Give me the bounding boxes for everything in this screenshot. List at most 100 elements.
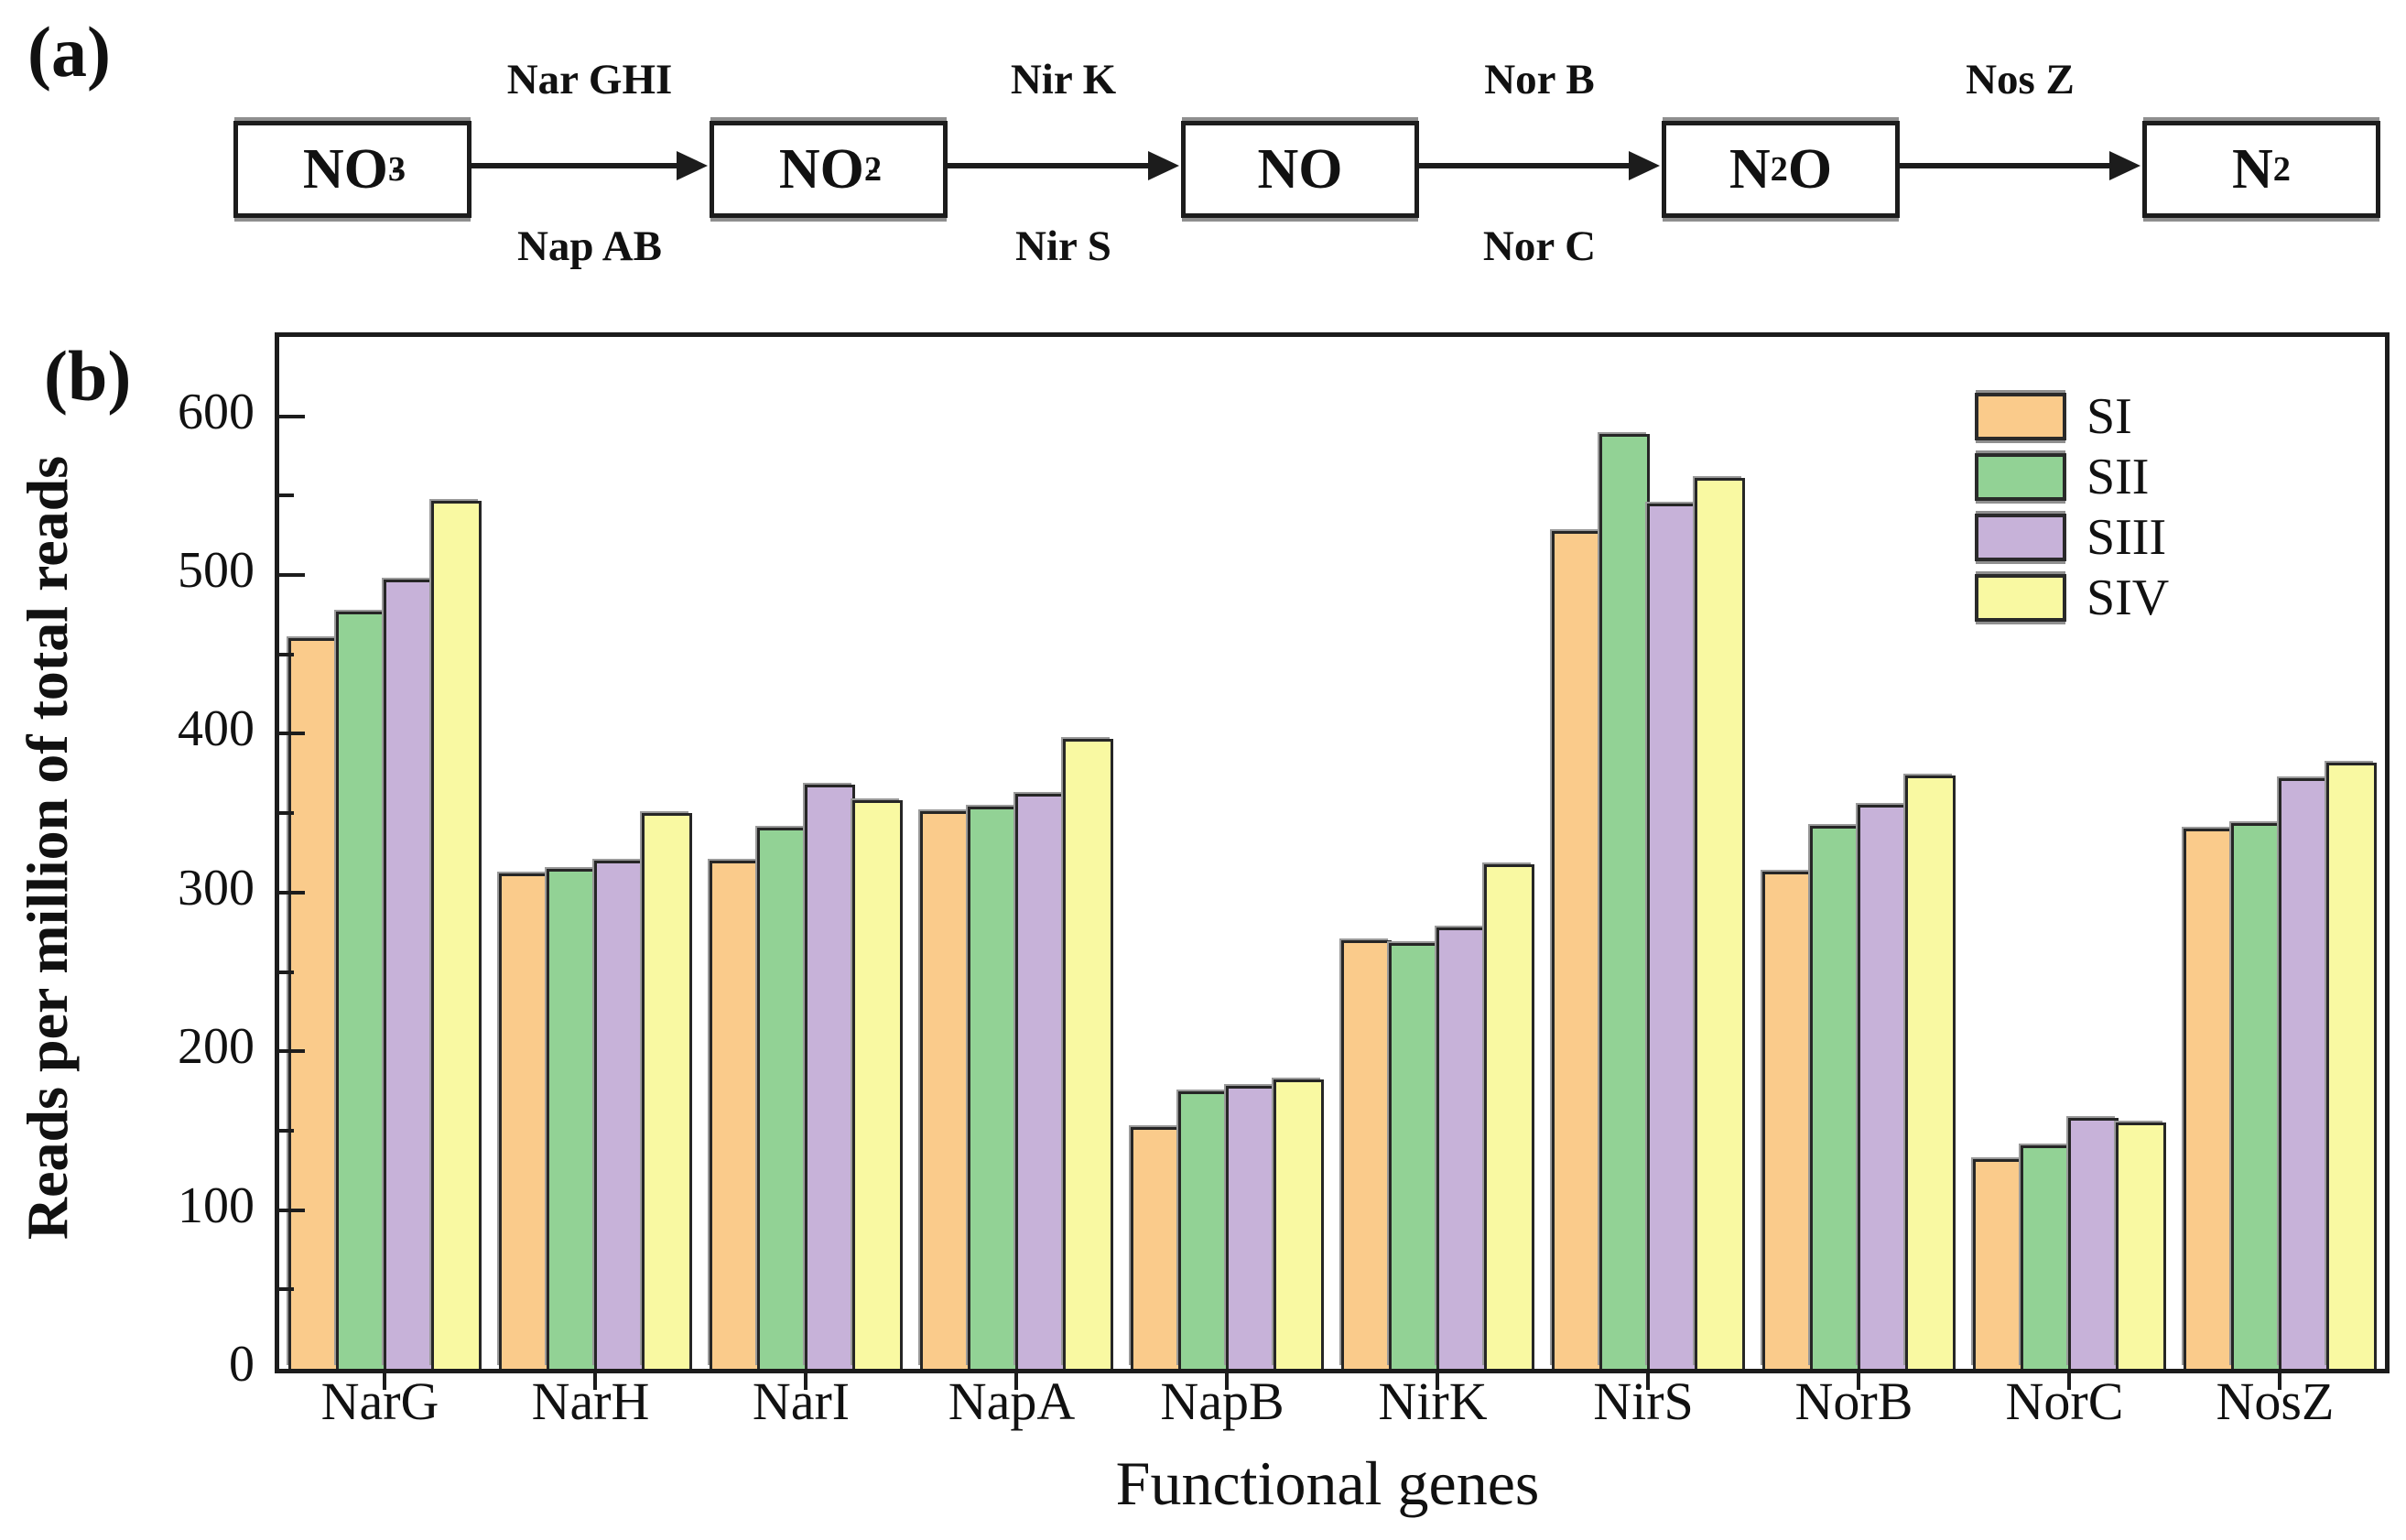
bar-NapB-SI — [1130, 1127, 1181, 1369]
legend-swatch-SIII — [1975, 514, 2066, 561]
y-axis-major-tick — [279, 414, 305, 418]
bar-NirK-SIII — [1436, 927, 1487, 1369]
y-axis-major-tick — [279, 732, 305, 736]
pathway-box-NO3-: NO 3- — [233, 121, 471, 218]
pathway-arrowhead-icon — [1629, 151, 1660, 180]
bar-NirK-SIV — [1483, 864, 1534, 1369]
bar-NarI-SIV — [851, 800, 903, 1369]
bar-NorC-SIV — [2115, 1122, 2166, 1369]
pathway-arrow-line — [1900, 163, 2117, 168]
bar-NorC-SI — [1972, 1159, 2023, 1369]
x-axis-tick — [1014, 1373, 1018, 1390]
bar-NorB-SII — [1809, 826, 1860, 1369]
pathway-arrow-line — [948, 163, 1155, 168]
bar-NarH-SIII — [593, 861, 645, 1369]
x-category-label-NosZ: NosZ — [2216, 1372, 2335, 1431]
x-axis-tick — [804, 1373, 807, 1390]
bar-group-NarG — [279, 337, 490, 1369]
bar-NirK-SII — [1388, 943, 1439, 1369]
y-axis-tick-label: 0 — [229, 1336, 255, 1393]
bar-NirS-SI — [1551, 531, 1602, 1369]
y-axis-major-tick — [279, 1208, 305, 1212]
panel-b-label: (b) — [44, 336, 132, 416]
bar-NorB-SIV — [1904, 775, 1956, 1369]
pathway-box-NO2-: NO 2- — [710, 121, 948, 218]
x-category-label-NirK: NirK — [1378, 1372, 1488, 1431]
x-axis-tick — [1857, 1373, 1860, 1390]
x-axis-tick — [1436, 1373, 1439, 1390]
enzyme-label-bottom: Nir S — [1015, 222, 1111, 270]
y-axis-minor-tick — [279, 493, 294, 498]
bar-chart-plot-area: SI SII SIII SIV — [275, 332, 2390, 1390]
enzyme-label-bottom: Nor C — [1482, 222, 1597, 270]
pathway-arrowhead-icon — [2109, 151, 2140, 180]
bar-NarH-SI — [498, 873, 549, 1369]
enzyme-label-top: Nar GHI — [506, 56, 673, 103]
bar-group-NapB — [1122, 337, 1332, 1369]
bar-NarG-SIV — [430, 501, 482, 1369]
bar-group-NorC — [1964, 337, 2174, 1369]
bar-NorC-SIII — [2067, 1118, 2119, 1369]
bar-NirS-SIV — [1694, 478, 1745, 1369]
x-category-label-NapA: NapA — [948, 1372, 1076, 1431]
x-axis-tick — [593, 1373, 597, 1390]
legend-swatch-SII — [1975, 453, 2066, 501]
y-axis-tick-label: 400 — [178, 700, 255, 758]
bar-series-container — [279, 337, 2385, 1369]
bar-NorB-SI — [1761, 872, 1813, 1369]
formula-part: NO — [1257, 137, 1343, 201]
bar-group-NorB — [1753, 337, 1964, 1369]
legend-row-SI: SI — [1975, 391, 2169, 442]
bar-NarI-SII — [756, 828, 807, 1369]
legend-label-SIII: SIII — [2086, 509, 2167, 566]
x-category-label-NarH: NarH — [531, 1372, 650, 1431]
y-axis-tick-label: 600 — [178, 383, 255, 440]
legend-label-SIV: SIV — [2086, 569, 2170, 626]
bar-NapA-SIV — [1062, 739, 1113, 1369]
x-axis-tick — [1646, 1373, 1650, 1390]
bar-NirS-SIII — [1646, 504, 1697, 1369]
legend-row-SIII: SIII — [1975, 509, 2169, 566]
bar-NapA-SII — [967, 807, 1018, 1369]
x-axis-tick — [2278, 1373, 2281, 1390]
x-axis-title: Functional genes — [1115, 1448, 1540, 1518]
enzyme-label-top: Nor B — [1484, 56, 1595, 103]
bar-group-NarH — [490, 337, 700, 1369]
bar-NapB-SII — [1177, 1091, 1229, 1369]
legend-label-SII: SII — [2086, 449, 2150, 505]
bar-NarG-SII — [335, 612, 386, 1369]
bar-NosZ-SIV — [2325, 763, 2377, 1369]
bar-group-NirS — [1543, 337, 1753, 1369]
bar-group-NosZ — [2174, 337, 2385, 1369]
bar-NapA-SIII — [1014, 794, 1066, 1369]
enzyme-label-top: Nir K — [1010, 56, 1117, 103]
bar-NarG-SIII — [383, 580, 434, 1369]
x-category-label-NarI: NarI — [752, 1372, 851, 1431]
x-axis-tick — [383, 1373, 386, 1390]
enzyme-label-bottom: Nap AB — [516, 222, 663, 270]
bar-NirS-SII — [1599, 434, 1650, 1369]
x-category-label-NarG: NarG — [320, 1372, 439, 1431]
legend-swatch-SIV — [1975, 574, 2066, 622]
y-axis-tick-label: 500 — [178, 542, 255, 600]
pathway-arrow-line — [1419, 163, 1636, 168]
bar-NosZ-SII — [2230, 823, 2281, 1369]
x-axis-tick — [1225, 1373, 1229, 1390]
x-category-label-NorB: NorB — [1794, 1372, 1913, 1431]
x-axis-tick — [2067, 1373, 2071, 1390]
y-axis-tick-label: 200 — [178, 1018, 255, 1076]
formula-part: N — [1729, 137, 1771, 201]
formula-part: N — [2232, 137, 2273, 201]
bar-NapB-SIV — [1273, 1079, 1324, 1369]
panel-a-label: (a) — [27, 12, 111, 92]
bar-group-NirK — [1332, 337, 1543, 1369]
denitrification-pathway-diagram: (a) NO 3- NO 2- NO N 2 O N 2 Nar GHI Nap AB Nir K Nir… — [0, 0, 2406, 302]
formula-part: NO — [302, 137, 388, 201]
bar-NarH-SII — [546, 869, 597, 1369]
y-axis-major-tick — [279, 573, 305, 578]
y-axis-minor-tick — [279, 652, 294, 656]
y-axis-tick-label: 100 — [178, 1177, 255, 1234]
pathway-arrowhead-icon — [1148, 151, 1179, 180]
y-axis-tick-label: 300 — [178, 859, 255, 916]
